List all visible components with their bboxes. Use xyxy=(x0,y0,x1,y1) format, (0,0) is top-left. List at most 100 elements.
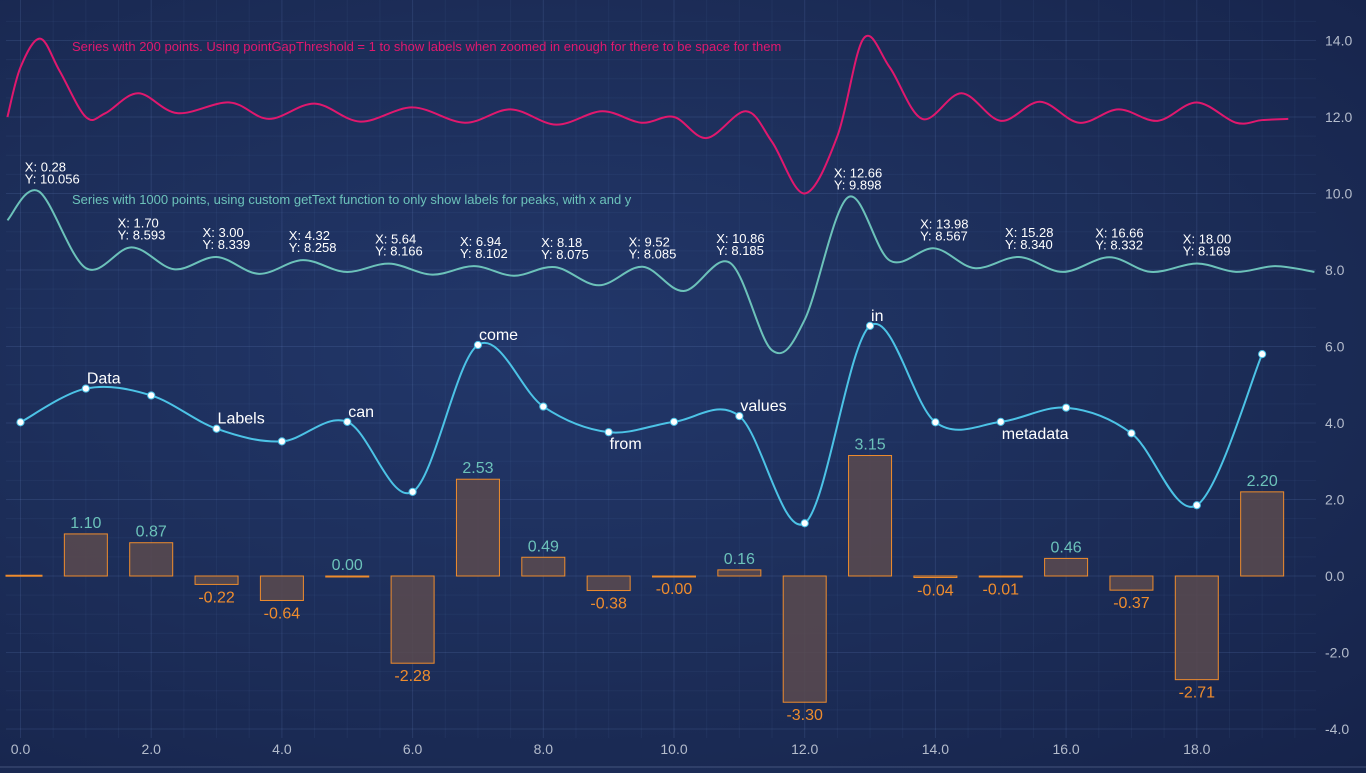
point-marker xyxy=(408,487,417,496)
peak-label-y: Y: 8.075 xyxy=(541,247,589,262)
point-marker xyxy=(604,428,613,437)
peak-label-x: X: 12.66 xyxy=(834,165,882,180)
grid-lines xyxy=(6,0,1316,738)
bar-data-label: -0.04 xyxy=(917,583,954,600)
point-marker xyxy=(16,418,25,427)
bar-data-label: 0.49 xyxy=(528,538,559,555)
x-tick-label: 18.0 xyxy=(1183,741,1210,757)
bar xyxy=(1044,557,1089,577)
peak-label-y: Y: 8.102 xyxy=(460,246,508,261)
point-marker xyxy=(1258,350,1267,359)
peak-label-x: X: 9.52 xyxy=(629,235,670,250)
bar-data-label: -2.71 xyxy=(1179,685,1216,702)
bar-data-label: -0.22 xyxy=(198,589,235,606)
peak-label-x: X: 3.00 xyxy=(203,225,244,240)
bar-data-label: 2.53 xyxy=(462,460,493,477)
series-annotation-pink: Series with 200 points. Using pointGapTh… xyxy=(72,39,781,54)
point-data-label: in xyxy=(871,308,883,325)
bar-data-label: -3.30 xyxy=(786,707,823,724)
point-data-label: come xyxy=(479,327,518,344)
spline-points: Data Labels can come from values in metadata xyxy=(16,308,1267,528)
x-tick-label: 16.0 xyxy=(1052,741,1079,757)
y-tick-label: 14.0 xyxy=(1325,33,1352,49)
x-tick-label: 12.0 xyxy=(791,741,818,757)
peak-label-y: Y: 8.332 xyxy=(1095,237,1143,252)
peak-label-y: Y: 8.339 xyxy=(203,237,251,252)
peak-label-y: Y: 8.169 xyxy=(1183,244,1231,259)
y-tick-label: 0.0 xyxy=(1325,568,1345,584)
bar-data-label: 0.16 xyxy=(724,551,755,568)
bar-data-label: -0.00 xyxy=(656,581,693,598)
peak-label-y: Y: 8.085 xyxy=(629,247,677,262)
x-tick-label: 6.0 xyxy=(403,741,423,757)
bar-data-label: -2.28 xyxy=(394,668,431,685)
bar-data-label: 2.20 xyxy=(1247,473,1278,490)
y-tick-label: 10.0 xyxy=(1325,186,1352,202)
bar xyxy=(782,575,827,703)
bar xyxy=(63,533,108,577)
peak-label-x: X: 18.00 xyxy=(1183,232,1231,247)
bar xyxy=(455,478,500,577)
series-annotation-teal: Series with 1000 points, using custom ge… xyxy=(72,192,632,207)
bar xyxy=(5,574,43,577)
y-tick-label: 8.0 xyxy=(1325,262,1345,278)
bar xyxy=(129,542,174,577)
bar xyxy=(194,575,239,585)
y-tick-label: -2.0 xyxy=(1325,645,1349,661)
point-data-label: Labels xyxy=(218,411,265,428)
peak-label-x: X: 0.28 xyxy=(25,159,66,174)
bar-data-label: 0.46 xyxy=(1051,539,1082,556)
peak-label-y: Y: 8.166 xyxy=(375,244,423,259)
point-marker xyxy=(669,417,679,426)
point-marker xyxy=(81,384,90,393)
bar-data-label: 1.10 xyxy=(70,515,101,532)
bar xyxy=(390,575,435,664)
point-data-label: values xyxy=(740,398,786,415)
peak-label-x: X: 15.28 xyxy=(1005,225,1053,240)
x-tick-label: 10.0 xyxy=(660,741,687,757)
series-line-teal xyxy=(6,189,1315,355)
peak-label-x: X: 16.66 xyxy=(1095,225,1143,240)
x-tick-label: 4.0 xyxy=(272,741,292,757)
point-marker xyxy=(931,418,940,427)
bar xyxy=(325,575,370,578)
peak-label-y: Y: 9.898 xyxy=(834,177,882,192)
peak-label-y: Y: 8.567 xyxy=(920,228,968,243)
point-data-label: metadata xyxy=(1002,426,1069,443)
x-tick-label: 14.0 xyxy=(922,741,949,757)
point-marker xyxy=(1127,429,1136,438)
point-marker xyxy=(473,340,483,350)
peak-label-x: X: 10.86 xyxy=(716,231,764,246)
bar xyxy=(259,575,304,601)
peak-label-y: Y: 8.258 xyxy=(289,240,337,255)
peak-label-y: Y: 8.593 xyxy=(118,227,166,242)
point-marker xyxy=(147,391,156,400)
point-data-label: Data xyxy=(87,371,121,388)
point-data-label: from xyxy=(610,436,642,453)
peak-label-x: X: 4.32 xyxy=(289,228,330,243)
bar xyxy=(848,455,893,577)
bar-data-label: -0.64 xyxy=(264,605,301,622)
point-marker xyxy=(865,321,875,330)
point-marker xyxy=(1192,501,1201,510)
y-tick-label: -4.0 xyxy=(1325,721,1349,737)
bar-data-label: -0.37 xyxy=(1113,595,1150,612)
point-marker xyxy=(539,402,548,411)
point-marker xyxy=(735,412,744,421)
bar xyxy=(913,575,958,579)
y-tick-label: 6.0 xyxy=(1325,339,1345,355)
bar-data-label: 3.15 xyxy=(854,437,885,454)
bar xyxy=(1174,575,1219,681)
peak-label-x: X: 1.70 xyxy=(118,215,159,230)
bar-series: 1.10 0.87 -0.22 -0.64 0.00 -2.28 2.53 0.49 -0.38… xyxy=(5,437,1285,724)
y-tick-label: 2.0 xyxy=(1325,492,1345,508)
bar xyxy=(521,556,566,577)
peak-label-x: X: 6.94 xyxy=(460,234,501,249)
point-marker xyxy=(800,519,809,528)
bar xyxy=(1109,575,1154,591)
bar xyxy=(717,569,762,577)
point-marker xyxy=(212,424,221,433)
